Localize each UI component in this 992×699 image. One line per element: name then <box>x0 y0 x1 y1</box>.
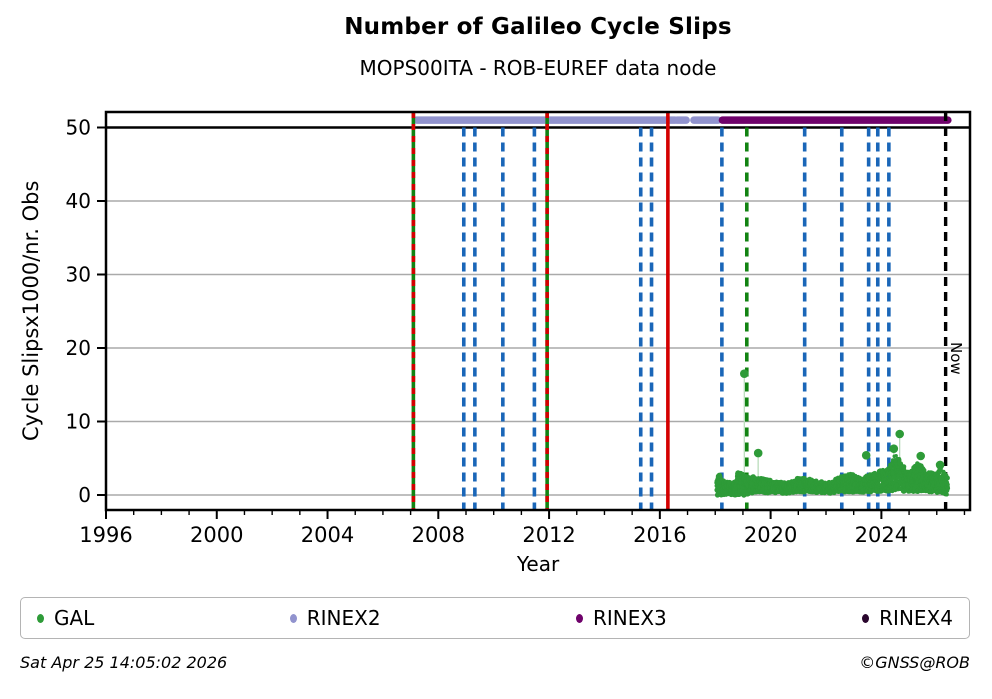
page-title: Number of Galileo Cycle Slips <box>344 14 732 40</box>
page-subtitle: MOPS00ITA - ROB-EUREF data node <box>359 56 717 80</box>
legend-label-rinex4: RINEX4 <box>879 606 953 630</box>
legend: GAL RINEX2 RINEX3 RINEX4 <box>20 597 970 639</box>
x-tick-label: 2024 <box>855 523 908 547</box>
gal-point <box>946 482 950 487</box>
gal-marker-icon <box>37 613 44 623</box>
now-annotation: Now <box>947 342 965 375</box>
y-tick-label: 20 <box>66 336 91 360</box>
gal-point <box>922 468 927 473</box>
plot-timestamp: Sat Apr 25 14:05:02 2026 <box>20 653 228 672</box>
gal-outlier-point <box>861 451 871 460</box>
gal-point <box>945 486 951 491</box>
gal-point <box>938 468 943 473</box>
x-tick-label: 2016 <box>633 523 686 547</box>
x-tick-label: 2020 <box>744 523 797 547</box>
y-tick-label: 0 <box>78 483 91 507</box>
x-tick-label: 2008 <box>412 523 465 547</box>
x-tick-label: 2000 <box>190 523 243 547</box>
rinex4-marker-icon <box>862 613 870 623</box>
legend-label-rinex3: RINEX3 <box>592 606 667 630</box>
legend-item-gal: GAL <box>37 606 94 630</box>
legend-label-gal: GAL <box>54 606 95 630</box>
x-tick-label: 1996 <box>79 523 132 547</box>
legend-label-rinex2: RINEX2 <box>306 606 381 630</box>
gal-point <box>894 454 898 458</box>
gal-outlier-point <box>889 444 899 454</box>
y-tick-label: 50 <box>66 116 91 140</box>
rinex3-marker-icon <box>575 613 583 623</box>
gal-point <box>897 457 902 461</box>
gal-outlier-point <box>753 448 763 458</box>
gal-outlier-point <box>740 369 749 379</box>
gal-outlier-point <box>935 460 945 470</box>
gal-point <box>945 492 949 497</box>
gal-outlier-point <box>916 451 925 461</box>
plot-border <box>104 110 972 512</box>
x-axis-label: Year <box>516 552 560 576</box>
gal-outlier-point <box>895 429 904 439</box>
x-tick-label: 2004 <box>301 523 354 547</box>
gal-point <box>895 476 900 480</box>
y-tick-label: 10 <box>66 410 91 434</box>
y-axis-label: Cycle Slipsx1000/nr. Obs <box>19 180 43 442</box>
gal-point <box>944 475 950 481</box>
y-tick-label: 40 <box>66 189 91 213</box>
rinex2-marker-icon <box>289 613 297 623</box>
credit-text: ©GNSS@ROB <box>859 653 970 672</box>
y-tick-label: 30 <box>66 263 91 287</box>
legend-item-rinex3: RINEX3 <box>575 606 667 630</box>
legend-item-rinex2: RINEX2 <box>289 606 381 630</box>
legend-item-rinex4: RINEX4 <box>862 606 953 630</box>
x-tick-label: 2012 <box>522 523 575 547</box>
